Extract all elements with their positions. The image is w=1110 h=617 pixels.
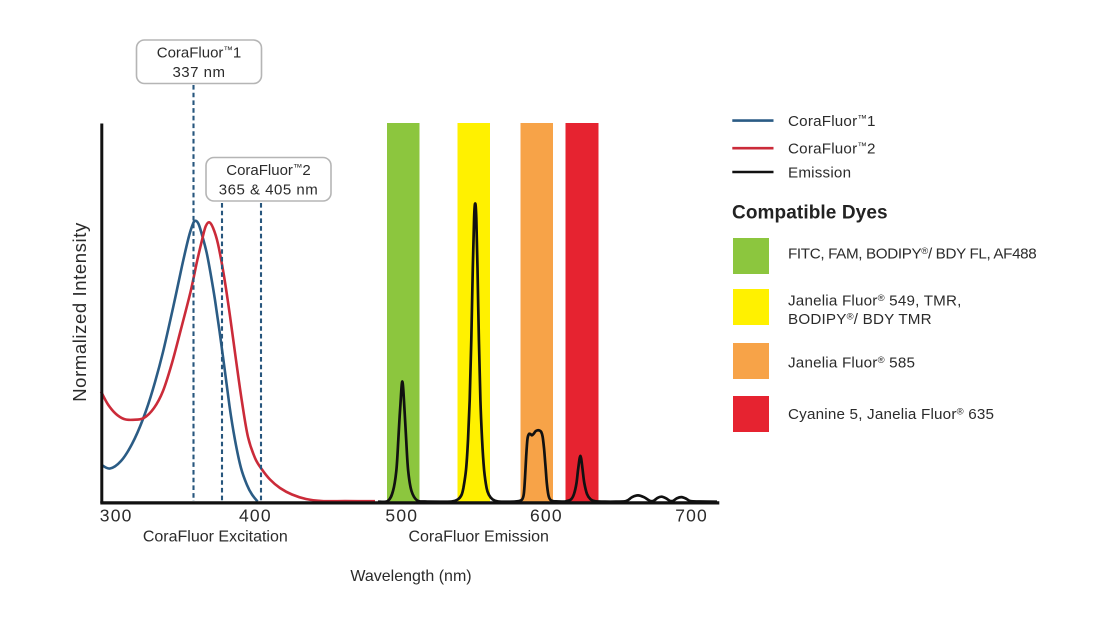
svg-text:337 nm: 337 nm — [172, 64, 225, 81]
svg-text:Compatible Dyes: Compatible Dyes — [732, 203, 888, 224]
svg-text:Normalized Intensity: Normalized Intensity — [69, 222, 90, 402]
svg-text:BODIPY®​/ BDY TMR: BODIPY®​/ BDY TMR — [788, 311, 932, 328]
svg-text:Wavelength (nm): Wavelength (nm) — [350, 568, 471, 585]
svg-text:Janelia Fluor®​ 549, TMR,: Janelia Fluor®​ 549, TMR, — [788, 293, 962, 310]
svg-text:Cyanine 5, Janelia Fluor®​ 635: Cyanine 5, Janelia Fluor®​ 635 — [788, 406, 994, 423]
svg-text:CoraFluor™​2: CoraFluor™​2 — [226, 162, 311, 179]
svg-text:CoraFluor™​1: CoraFluor™​1 — [157, 45, 242, 62]
svg-text:600: 600 — [530, 505, 563, 525]
svg-text:FITC, FAM, BODIPY®​/ BDY FL, A: FITC, FAM, BODIPY®​/ BDY FL, AF488 — [788, 246, 1036, 263]
svg-text:700: 700 — [675, 505, 708, 525]
svg-text:CoraFluor Excitation: CoraFluor Excitation — [143, 529, 288, 546]
svg-text:500: 500 — [385, 505, 418, 525]
svg-text:Emission: Emission — [788, 165, 851, 182]
svg-text:Janelia Fluor®​ 585: Janelia Fluor®​ 585 — [788, 354, 915, 371]
svg-text:300: 300 — [100, 505, 133, 525]
svg-text:365 & 405 nm: 365 & 405 nm — [219, 182, 318, 199]
svg-text:CoraFluor™​1: CoraFluor™​1 — [788, 113, 876, 130]
svg-text:400: 400 — [239, 505, 272, 525]
svg-text:CoraFluor Emission: CoraFluor Emission — [408, 529, 548, 546]
svg-text:CoraFluor™​2: CoraFluor™​2 — [788, 141, 876, 158]
